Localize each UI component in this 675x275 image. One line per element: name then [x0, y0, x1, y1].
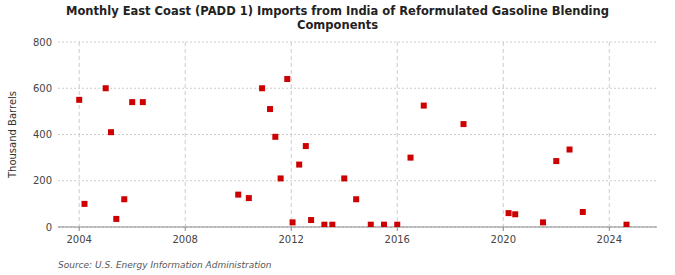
point — [76, 97, 82, 103]
x-tick — [185, 227, 186, 231]
point — [267, 106, 273, 112]
point — [121, 196, 127, 202]
x-axis-line — [58, 227, 657, 228]
title-line: Components — [297, 18, 378, 32]
y-tick-label: 400 — [33, 129, 52, 140]
x-tick — [609, 227, 610, 231]
x-tick-label: 2020 — [491, 234, 516, 245]
x-grid-line — [397, 42, 398, 227]
point — [278, 175, 284, 181]
x-tick — [397, 227, 398, 231]
point — [108, 129, 114, 135]
point — [290, 219, 296, 225]
point — [259, 85, 265, 91]
title: Monthly East Coast (PADD 1) Imports from… — [66, 4, 609, 32]
point — [567, 147, 573, 153]
grid — [58, 42, 657, 227]
point — [321, 222, 327, 227]
y-tick-label: 200 — [33, 175, 52, 186]
x-tick — [79, 227, 80, 231]
point — [512, 211, 518, 217]
point — [103, 85, 109, 91]
point — [329, 222, 335, 227]
point — [353, 196, 359, 202]
point — [461, 121, 467, 127]
x-tick — [291, 227, 292, 231]
point — [246, 195, 252, 201]
x-tick-label: 2008 — [172, 234, 197, 245]
point — [129, 99, 135, 105]
y-grid-line — [58, 227, 657, 228]
point — [368, 222, 374, 227]
point — [140, 99, 146, 105]
y-grid-line — [58, 180, 657, 181]
y-tick-label: 800 — [33, 37, 52, 48]
y-axis-label: Thousand Barrels — [7, 91, 18, 179]
point — [421, 103, 427, 109]
chart: Monthly East Coast (PADD 1) Imports from… — [0, 0, 675, 275]
point — [624, 222, 630, 227]
x-grid-line — [609, 42, 610, 227]
y-tick-label: 0 — [46, 222, 52, 233]
point — [235, 192, 241, 198]
source-note: Source: U.S. Energy Information Administ… — [58, 260, 272, 270]
point — [506, 210, 512, 216]
point — [296, 162, 302, 168]
point — [341, 175, 347, 181]
point — [553, 158, 559, 164]
point — [272, 134, 278, 140]
x-tick — [503, 227, 504, 231]
point — [303, 143, 309, 149]
point — [308, 217, 314, 223]
points — [76, 76, 629, 227]
x-grid-line — [503, 42, 504, 227]
point — [381, 222, 387, 227]
point — [580, 209, 586, 215]
y-grid-line — [58, 88, 657, 89]
x-grid-line — [291, 42, 292, 227]
x-grid-line — [185, 42, 186, 227]
x-grid-line — [79, 42, 80, 227]
x-tick-label: 2024 — [597, 234, 622, 245]
point — [540, 219, 546, 225]
point — [284, 76, 290, 82]
x-tick-label: 2012 — [279, 234, 304, 245]
point — [394, 222, 400, 227]
title-line: Monthly East Coast (PADD 1) Imports from… — [66, 4, 609, 18]
point — [408, 155, 414, 161]
point — [113, 216, 119, 222]
x-tick-label: 2004 — [66, 234, 91, 245]
y-tick-label: 600 — [33, 83, 52, 94]
x-tick-label: 2016 — [385, 234, 410, 245]
point — [82, 201, 88, 207]
y-grid-line — [58, 42, 657, 43]
y-grid-line — [58, 134, 657, 135]
